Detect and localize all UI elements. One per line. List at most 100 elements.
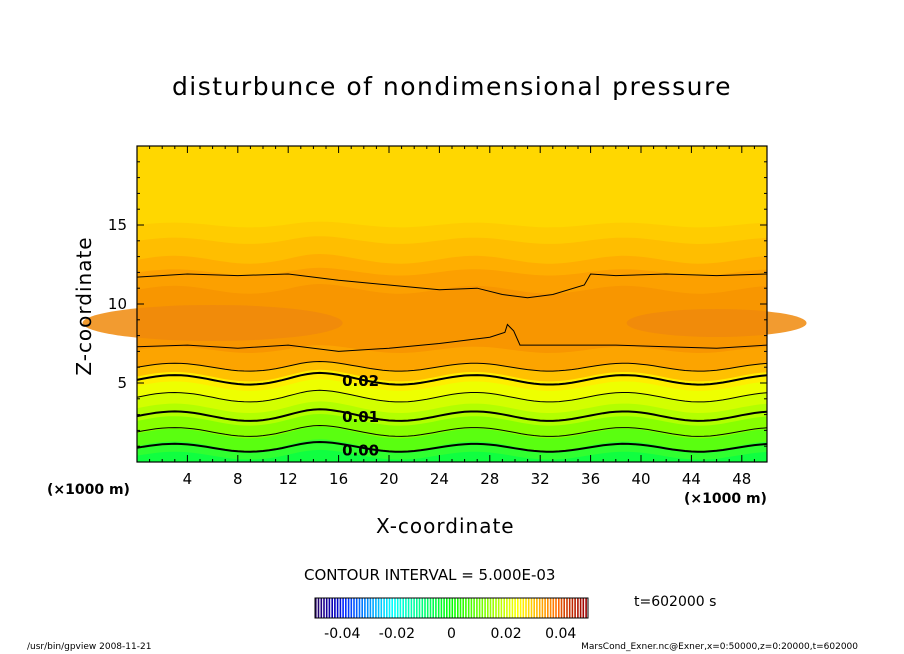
- colorbar-stripe: [517, 598, 519, 618]
- colorbar-stripe: [364, 598, 366, 618]
- colorbar-stripe: [347, 598, 350, 618]
- y-tick-label: 5: [117, 374, 127, 392]
- x-axis-label: X-coordinate: [376, 514, 515, 538]
- colorbar-stripe: [544, 598, 546, 618]
- colorbar-stripe: [355, 598, 358, 618]
- colorbar-stripe: [339, 598, 342, 618]
- colorbar-stripe: [407, 598, 410, 618]
- x-tick-label: 16: [329, 470, 348, 488]
- x-tick-label: 40: [631, 470, 650, 488]
- colorbar-stripe: [478, 598, 481, 618]
- colorbar-stripe: [484, 598, 486, 618]
- colorbar-stripe: [492, 598, 494, 618]
- colorbar-stripe: [380, 598, 383, 618]
- colorbar-stripe: [325, 598, 328, 618]
- colorbar-stripe: [345, 598, 347, 618]
- y-tick-label: 10: [108, 295, 127, 313]
- colorbar-stripe: [454, 598, 456, 618]
- colorbar-stripe: [386, 598, 388, 618]
- colorbar-stripe: [487, 598, 489, 618]
- x-tick-label: 36: [581, 470, 600, 488]
- colorbar-stripe: [391, 598, 393, 618]
- contour-line: [136, 408, 768, 422]
- x-tick-label: 44: [682, 470, 701, 488]
- contour-line: [136, 360, 768, 372]
- colorbar-stripe: [563, 598, 565, 618]
- colorbar-stripe: [323, 598, 325, 618]
- colorbar-stripe: [585, 598, 587, 618]
- colorbar-frame: [314, 597, 589, 619]
- colorbar-stripe: [383, 598, 385, 618]
- colorbar-stripe: [350, 598, 353, 618]
- colorbar-stripe: [334, 598, 336, 618]
- contour-line: [136, 323, 768, 352]
- pressure-maximum-right: [626, 308, 807, 337]
- colorbar-stripe: [402, 598, 404, 618]
- y-tick-label: 15: [108, 216, 127, 234]
- colorbar-stripe: [465, 598, 467, 618]
- pressure-maximum-left: [82, 304, 343, 341]
- colorbar-stripe: [525, 598, 527, 618]
- x-tick-label: 4: [183, 470, 193, 488]
- colorbar-stripe: [500, 598, 503, 618]
- colorbar-stripe: [470, 598, 473, 618]
- colorbar-stripe: [424, 598, 426, 618]
- colorbar-stripe: [462, 598, 464, 618]
- colorbar-stripe: [574, 598, 576, 618]
- colorbar-stripe: [527, 598, 530, 618]
- y-axis-label: Z-coordinate: [72, 236, 96, 376]
- colorbar-stripe: [522, 598, 525, 618]
- colorbar-stripe: [331, 598, 333, 618]
- colorbar-stripe: [437, 598, 440, 618]
- colorbar-tick-label: 0: [447, 626, 456, 642]
- colorbar-stripe: [421, 598, 424, 618]
- colorbar-stripe: [508, 598, 511, 618]
- colorbar-stripe: [317, 598, 320, 618]
- colorbar-stripe: [320, 598, 323, 618]
- colorbar-stripe: [503, 598, 505, 618]
- colorbar-stripe: [328, 598, 331, 618]
- colorbar-stripe: [571, 598, 574, 618]
- x-tick-label: 20: [379, 470, 398, 488]
- colorbar-stripe: [418, 598, 421, 618]
- colorbar-stripe: [473, 598, 475, 618]
- colorbar-stripe: [377, 598, 380, 618]
- colorbar-stripe: [514, 598, 516, 618]
- contour-label: 0.01: [342, 408, 379, 426]
- colorbar-stripe: [413, 598, 415, 618]
- time-label: t=602000 s: [634, 594, 717, 610]
- contour-line: [136, 424, 768, 437]
- colorbar-stripe: [416, 598, 418, 618]
- colorbar-stripe: [530, 598, 533, 618]
- colorbar-stripe: [555, 598, 557, 618]
- contour-band: [137, 449, 767, 462]
- contour-line: [136, 440, 768, 453]
- colorbar-stripe: [336, 598, 339, 618]
- colorbar-stripe: [366, 598, 369, 618]
- colorbar-tick-label: -0.04: [324, 626, 360, 642]
- colorbar-stripe: [558, 598, 560, 618]
- x-tick-label: 32: [531, 470, 550, 488]
- contour-label: 0.02: [342, 372, 379, 390]
- colorbar-stripe: [459, 598, 462, 618]
- colorbar-stripe: [536, 598, 538, 618]
- colorbar-stripe: [547, 598, 549, 618]
- colorbar-stripe: [399, 598, 402, 618]
- colorbar-stripe: [429, 598, 432, 618]
- x-unit-label-left: (×1000 m): [47, 482, 130, 498]
- contour-line: [136, 273, 768, 299]
- colorbar-stripe: [506, 598, 508, 618]
- footer-data-source: MarsCond_Exner.nc@Exner,x=0:50000,z=0:20…: [581, 642, 858, 652]
- x-tick-label: 24: [430, 470, 449, 488]
- x-unit-label-right: (×1000 m): [684, 491, 767, 507]
- colorbar-stripe: [372, 598, 374, 618]
- colorbar-stripe: [579, 598, 582, 618]
- colorbar-stripe: [577, 598, 579, 618]
- colorbar-stripe: [582, 598, 585, 618]
- colorbar-stripe: [541, 598, 544, 618]
- colorbar-stripe: [476, 598, 478, 618]
- colorbar-stripe: [489, 598, 492, 618]
- colorbar-stripe: [446, 598, 448, 618]
- colorbar-stripe: [533, 598, 535, 618]
- colorbar-stripe: [394, 598, 396, 618]
